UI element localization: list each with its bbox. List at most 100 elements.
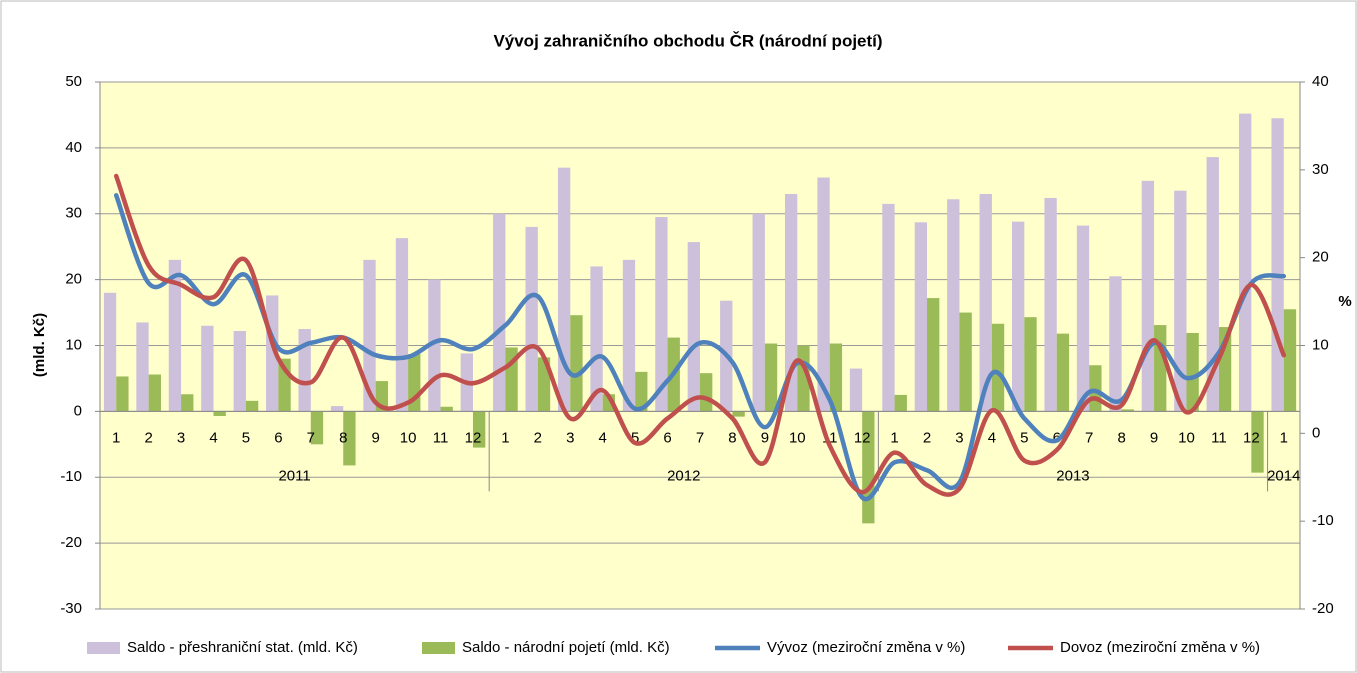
- x-tick-label: 5: [1020, 429, 1028, 446]
- bar: [136, 322, 149, 412]
- y2-tick-label: 0: [1312, 424, 1320, 441]
- bar: [752, 213, 765, 412]
- bar: [1141, 180, 1155, 412]
- legend-swatch: [87, 642, 120, 654]
- bar: [1024, 317, 1037, 412]
- bar: [103, 292, 117, 412]
- x-tick-label: 12: [465, 429, 482, 446]
- bar: [1186, 332, 1199, 412]
- y2-tick-label: 20: [1312, 249, 1329, 266]
- bar: [245, 400, 259, 412]
- bar: [1056, 333, 1070, 412]
- bar: [330, 406, 344, 412]
- x-tick-label: 2: [534, 429, 542, 446]
- x-tick-label: 2: [144, 429, 152, 446]
- bar: [622, 259, 636, 412]
- y2-tick-label: 30: [1312, 161, 1329, 178]
- legend-label: Dovoz (meziroční změna v %): [1060, 639, 1260, 656]
- bar: [1044, 197, 1057, 412]
- x-tick-label: 1: [890, 429, 898, 446]
- bar: [570, 315, 583, 412]
- line-series: [113, 173, 1287, 497]
- x-tick-label: 6: [274, 429, 282, 446]
- bar: [472, 411, 486, 448]
- group-label: 2011: [278, 467, 310, 484]
- x-tick-label: 8: [728, 429, 736, 446]
- x-tick-label: 4: [209, 429, 217, 446]
- bar: [298, 329, 311, 412]
- bar: [201, 325, 214, 412]
- legend-label: Vývoz (meziroční změna v %): [767, 639, 965, 656]
- y2-tick-label: -20: [1312, 600, 1334, 617]
- bar: [168, 259, 182, 412]
- bar: [395, 238, 409, 412]
- bar: [1076, 225, 1090, 412]
- x-tick-label: 12: [1243, 429, 1260, 446]
- bar: [233, 331, 246, 412]
- x-tick-label: 3: [955, 429, 963, 446]
- bar: [148, 374, 161, 412]
- y-tick-label: 30: [65, 205, 82, 222]
- bar: [655, 217, 668, 412]
- chart-title: Vývoj zahraničního obchodu ČR (národní p…: [493, 31, 882, 50]
- bar: [764, 343, 778, 412]
- group-label: 2013: [1056, 467, 1089, 484]
- bar: [914, 222, 928, 412]
- x-tick-label: 8: [1117, 429, 1125, 446]
- bar: [116, 376, 129, 412]
- y-tick-label: 10: [65, 336, 82, 353]
- bar: [1109, 276, 1122, 412]
- bar: [732, 411, 745, 417]
- bar: [882, 203, 895, 412]
- bar: [947, 199, 960, 412]
- x-tick-label: 9: [372, 429, 380, 446]
- y-tick-label: 20: [65, 271, 82, 288]
- y-tick-label: -20: [60, 534, 82, 551]
- bar: [310, 411, 324, 445]
- y-tick-label: -30: [60, 600, 82, 617]
- x-tick-label: 3: [566, 429, 574, 446]
- x-tick-label: 8: [339, 429, 347, 446]
- bar: [1251, 411, 1264, 473]
- bar: [343, 411, 356, 466]
- legend-label: Saldo - národní pojetí (mld. Kč): [462, 639, 670, 656]
- y2-tick-label: 10: [1312, 336, 1329, 353]
- x-tick-label: 3: [177, 429, 185, 446]
- x-tick-label: 11: [1211, 429, 1227, 446]
- x-tick-label: 5: [631, 429, 639, 446]
- bar: [181, 394, 194, 412]
- x-tick-label: 1: [1280, 429, 1288, 446]
- x-tick-label: 9: [761, 429, 769, 446]
- x-tick-label: 10: [400, 429, 417, 446]
- y-tick-label: 50: [65, 73, 82, 90]
- bar: [1089, 365, 1102, 412]
- bar: [979, 193, 992, 412]
- bar: [862, 411, 875, 524]
- x-tick-label: 10: [789, 429, 806, 446]
- bar: [817, 177, 830, 412]
- bar: [525, 226, 538, 412]
- bar: [1012, 221, 1025, 412]
- bar: [959, 312, 972, 412]
- bar: [849, 368, 863, 412]
- bar: [363, 259, 376, 412]
- x-tick-label: 1: [112, 429, 120, 446]
- bar: [590, 266, 603, 412]
- y-tick-label: -10: [60, 468, 82, 485]
- x-tick-label: 6: [663, 429, 671, 446]
- bar: [1174, 190, 1187, 412]
- bar: [894, 394, 907, 412]
- bar: [1206, 157, 1219, 412]
- bar: [1271, 118, 1284, 412]
- bar: [213, 411, 226, 416]
- y2-tick-label: 40: [1312, 73, 1329, 90]
- bar: [991, 323, 1005, 412]
- bar: [784, 193, 798, 412]
- bar: [1154, 325, 1167, 412]
- bar: [927, 298, 940, 412]
- bar: [700, 373, 713, 412]
- x-tick-label: 10: [1178, 429, 1195, 446]
- bar: [1239, 113, 1252, 412]
- bar: [829, 343, 843, 412]
